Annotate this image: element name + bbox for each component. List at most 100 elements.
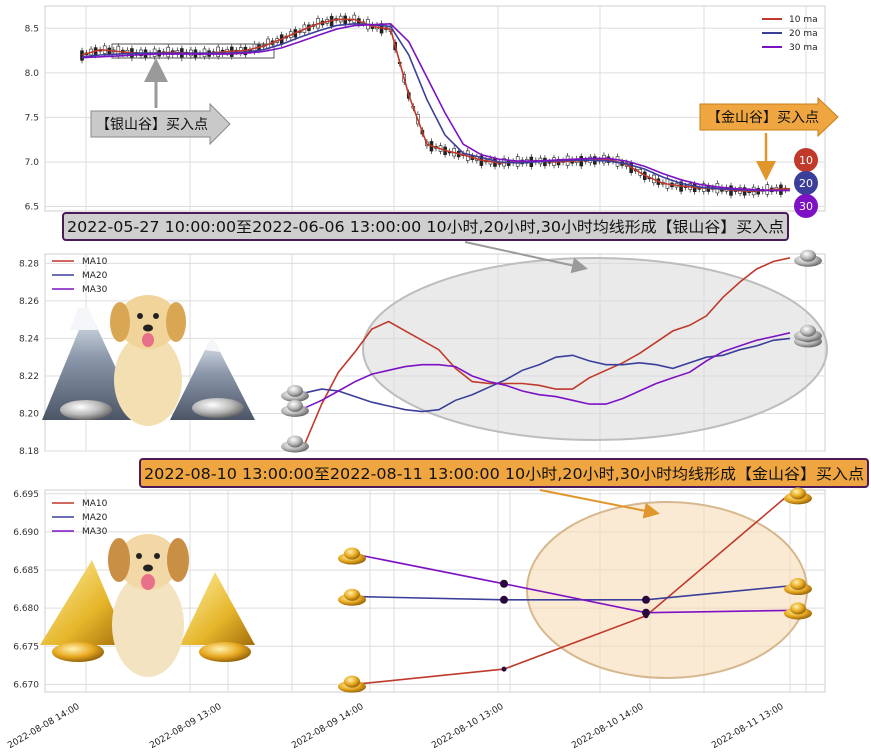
- silver-ingot-left: [60, 400, 112, 420]
- dog-body-2: [112, 573, 184, 677]
- x-tick-label-3: 2022-08-10 13:00: [430, 702, 505, 751]
- dog-ear-left-2: [108, 538, 130, 582]
- gold-pyramid-right: [180, 572, 255, 645]
- line-ma10: [304, 257, 791, 444]
- mid-legend: MA10 MA20 MA30: [52, 257, 108, 295]
- mid-y-axis: 8.28 8.26 8.24 8.22 8.20 8.18: [19, 259, 39, 457]
- gold-ingot-start-ma20-top: [344, 588, 360, 601]
- top-grid: [45, 6, 825, 211]
- mid-panel: 8.28 8.26 8.24 8.22 8.20 8.18 MA10 MA20 MA30: [19, 253, 828, 457]
- dog-ear-left: [110, 302, 130, 342]
- silver-ingot-end-ma30-top: [800, 324, 816, 337]
- bottom-y-axis: 6.695 6.690 6.685 6.680 6.675 6.670: [13, 490, 39, 691]
- gold-ingot-end-ma10-top: [790, 487, 806, 500]
- gold-valley-ellipse: [526, 501, 808, 679]
- ingot-markers: [281, 249, 822, 693]
- y-tick-1: 8.0: [25, 69, 40, 79]
- line-ma30: [361, 554, 789, 614]
- top-panel: 8.5 8.0 7.5 7.0 6.5 10 ma 20 ma 30 ma 【银山谷】买…: [25, 5, 839, 218]
- gold-ingot-start-ma10-top: [344, 675, 360, 688]
- y-tick-0: 8.28: [19, 259, 39, 269]
- badge-30ma-label: 30: [799, 200, 813, 213]
- gold-ingot-end-ma30-top: [790, 602, 806, 615]
- y-tick-0: 8.5: [25, 24, 39, 34]
- y-tick-3: 7.0: [25, 158, 40, 168]
- mountain-right: [170, 336, 255, 420]
- dog-tongue-2: [141, 574, 155, 590]
- badge-20ma: [794, 171, 818, 195]
- legend-label-30ma: 30 ma: [789, 43, 818, 53]
- y-tick-2: 6.685: [13, 566, 39, 576]
- legend-label-10ma: 10 ma: [789, 15, 818, 25]
- gold-ingot-end-ma20-top: [790, 578, 806, 591]
- line-ma20: [361, 585, 789, 601]
- x-tick-label-1: 2022-08-09 13:00: [148, 702, 223, 751]
- mountain-right-snow: [205, 336, 220, 352]
- point-ma10-1: [501, 666, 507, 672]
- silver-ingot-start-ma10-top: [287, 435, 303, 448]
- dog-eye-left-2: [136, 553, 142, 559]
- y-tick-3: 6.680: [13, 604, 39, 614]
- y-tick-5: 6.670: [13, 680, 39, 690]
- bottom-legend: MA10 MA20 MA30: [52, 499, 108, 537]
- dog-nose-2: [143, 564, 153, 572]
- badge-20ma-label: 20: [799, 177, 813, 190]
- y-tick-3: 8.22: [19, 372, 39, 382]
- x-tick-label-5: 2022-08-11 13:00: [710, 702, 785, 751]
- gold-ingot-right: [199, 642, 251, 662]
- legend-label-20ma: 20 ma: [789, 29, 818, 39]
- gold-banner-box: [139, 458, 869, 488]
- line-ma30: [304, 332, 791, 409]
- silver-ingot-end-ma10-top: [800, 249, 816, 262]
- gold-pyramid-left: [40, 560, 128, 645]
- silver-banner-arrow: [464, 241, 588, 274]
- point-ma30-2: [642, 608, 650, 617]
- mountain-left-snow: [70, 308, 98, 330]
- dog-head: [118, 295, 178, 349]
- gold-banner-arrow: [539, 489, 660, 519]
- y-tick-2: 7.5: [25, 113, 39, 123]
- silver-ingot-right: [192, 398, 244, 418]
- silver-banner-box: [62, 212, 789, 241]
- gold-ingot-left: [52, 642, 104, 662]
- dog-ear-right: [166, 302, 186, 342]
- silver-banner: 2022-05-27 10:00:00至2022-06-06 13:00:00 …: [62, 212, 789, 274]
- line-20ma: [81, 22, 790, 192]
- top-plot-frame: [44, 5, 826, 212]
- mountain-dog-illustration: [42, 295, 255, 426]
- x-tick-label-4: 2022-08-10 14:00: [570, 702, 645, 751]
- dog-body: [114, 334, 182, 426]
- dog-eye-right-2: [154, 553, 160, 559]
- legend-label-ma20-mid: MA20: [82, 271, 108, 281]
- gold-banner: 2022-08-10 13:00:00至2022-08-11 13:00:00 …: [139, 458, 869, 519]
- legend-label-ma10-bottom: MA10: [82, 499, 108, 509]
- pyramid-dog-illustration: [40, 534, 255, 677]
- silver-callout-box: [90, 102, 231, 146]
- bottom-ma-lines: [361, 494, 789, 685]
- legend-label-ma20-bottom: MA20: [82, 513, 108, 523]
- point-ma20-1: [500, 595, 508, 604]
- silver-ingot-start-ma30-top: [287, 399, 303, 412]
- silver-callout-label: 【银山谷】买入点: [96, 117, 208, 133]
- candle-body-0: [80, 50, 84, 61]
- y-tick-4: 6.675: [13, 642, 39, 652]
- line-ma10: [361, 494, 789, 685]
- gold-callout-box: [699, 96, 839, 138]
- top-ma-lines: [81, 18, 791, 193]
- dog-ear-right-2: [167, 538, 189, 582]
- x-tick-label-2: 2022-08-09 14:00: [290, 702, 365, 751]
- badge-10ma: [794, 148, 818, 172]
- line-30ma: [81, 22, 790, 192]
- top-y-axis: 8.5 8.0 7.5 7.0 6.5: [25, 24, 40, 212]
- y-tick-2: 8.24: [19, 334, 39, 344]
- badge-30ma: [794, 194, 818, 218]
- y-tick-1: 8.26: [19, 297, 39, 307]
- y-tick-4: 8.20: [19, 409, 39, 419]
- x-axis: 2022-08-08 14:00 2022-08-09 13:00 2022-08-…: [6, 702, 785, 751]
- gold-callout-label: 【金山谷】买入点: [707, 110, 819, 126]
- legend-label-ma30-mid: MA30: [82, 285, 108, 295]
- silver-valley-ellipse: [362, 257, 828, 441]
- silver-ingot-start-ma20-top: [287, 384, 303, 397]
- gold-banner-text: 2022-08-10 13:00:00至2022-08-11 13:00:00 …: [144, 465, 864, 483]
